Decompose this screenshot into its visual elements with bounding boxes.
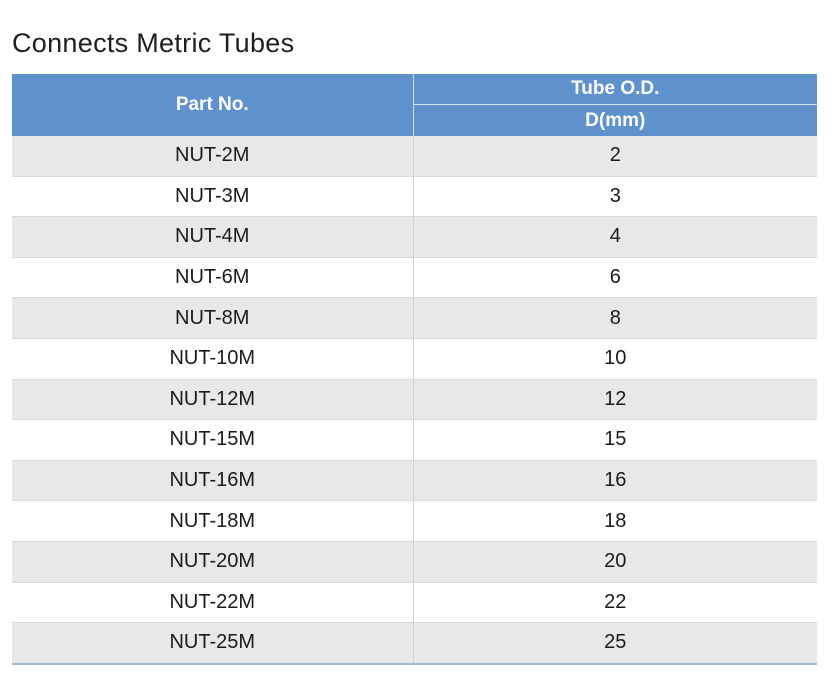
part-number-cell: NUT-25M <box>12 622 414 665</box>
part-number-cell: NUT-16M <box>12 460 414 502</box>
table-row: NUT-12M 12 <box>12 379 817 421</box>
table-row: NUT-8M 8 <box>12 297 817 339</box>
part-number-cell: NUT-15M <box>12 419 414 461</box>
part-number-cell: NUT-2M <box>12 136 414 177</box>
tube-od-cell: 10 <box>413 338 817 380</box>
tube-od-cell: 3 <box>413 176 817 218</box>
part-number-cell: NUT-6M <box>12 257 414 299</box>
table-row: NUT-10M 10 <box>12 338 817 380</box>
tube-od-cell: 6 <box>413 257 817 299</box>
table-row: NUT-18M 18 <box>12 500 817 542</box>
tube-od-cell: 16 <box>413 460 817 502</box>
part-number-cell: NUT-18M <box>12 500 414 542</box>
metric-tube-nut-table: Part No. Tube O.D. D(mm) NUT-2M 2 NUT-3M 3 N… <box>12 74 817 665</box>
tube-od-cell: 15 <box>413 419 817 461</box>
table-row: NUT-20M 20 <box>12 541 817 583</box>
part-number-cell: NUT-10M <box>12 338 414 380</box>
table-row: NUT-25M 25 <box>12 622 817 665</box>
tube-od-cell: 25 <box>413 622 817 665</box>
table-body: NUT-2M 2 NUT-3M 3 NUT-4M 4 NUT-6M 6 NUT-8M 8 NUT-1… <box>12 136 817 665</box>
part-number-cell: NUT-8M <box>12 297 414 339</box>
tube-od-cell: 12 <box>413 379 817 421</box>
tube-od-cell: 4 <box>413 216 817 258</box>
part-number-cell: NUT-12M <box>12 379 414 421</box>
tube-od-cell: 22 <box>413 582 817 624</box>
part-number-cell: NUT-20M <box>12 541 414 583</box>
tube-od-header: Tube O.D. <box>413 74 817 105</box>
table-row: NUT-3M 3 <box>12 176 817 218</box>
tube-od-cell: 8 <box>413 297 817 339</box>
table-row: NUT-15M 15 <box>12 419 817 461</box>
part-number-cell: NUT-3M <box>12 176 414 218</box>
tube-od-cell: 18 <box>413 500 817 542</box>
part-number-cell: NUT-4M <box>12 216 414 258</box>
part-no-header: Part No. <box>12 74 414 136</box>
table-row: NUT-2M 2 <box>12 136 817 177</box>
tube-od-cell: 2 <box>413 136 817 177</box>
tube-od-cell: 20 <box>413 541 817 583</box>
table-header: Part No. Tube O.D. D(mm) <box>12 74 817 136</box>
part-number-cell: NUT-22M <box>12 582 414 624</box>
table-row: NUT-22M 22 <box>12 582 817 624</box>
table-row: NUT-6M 6 <box>12 257 817 299</box>
tube-od-unit-header: D(mm) <box>413 104 817 136</box>
table-row: NUT-16M 16 <box>12 460 817 502</box>
table-row: NUT-4M 4 <box>12 216 817 258</box>
page-title: Connects Metric Tubes <box>12 28 295 58</box>
